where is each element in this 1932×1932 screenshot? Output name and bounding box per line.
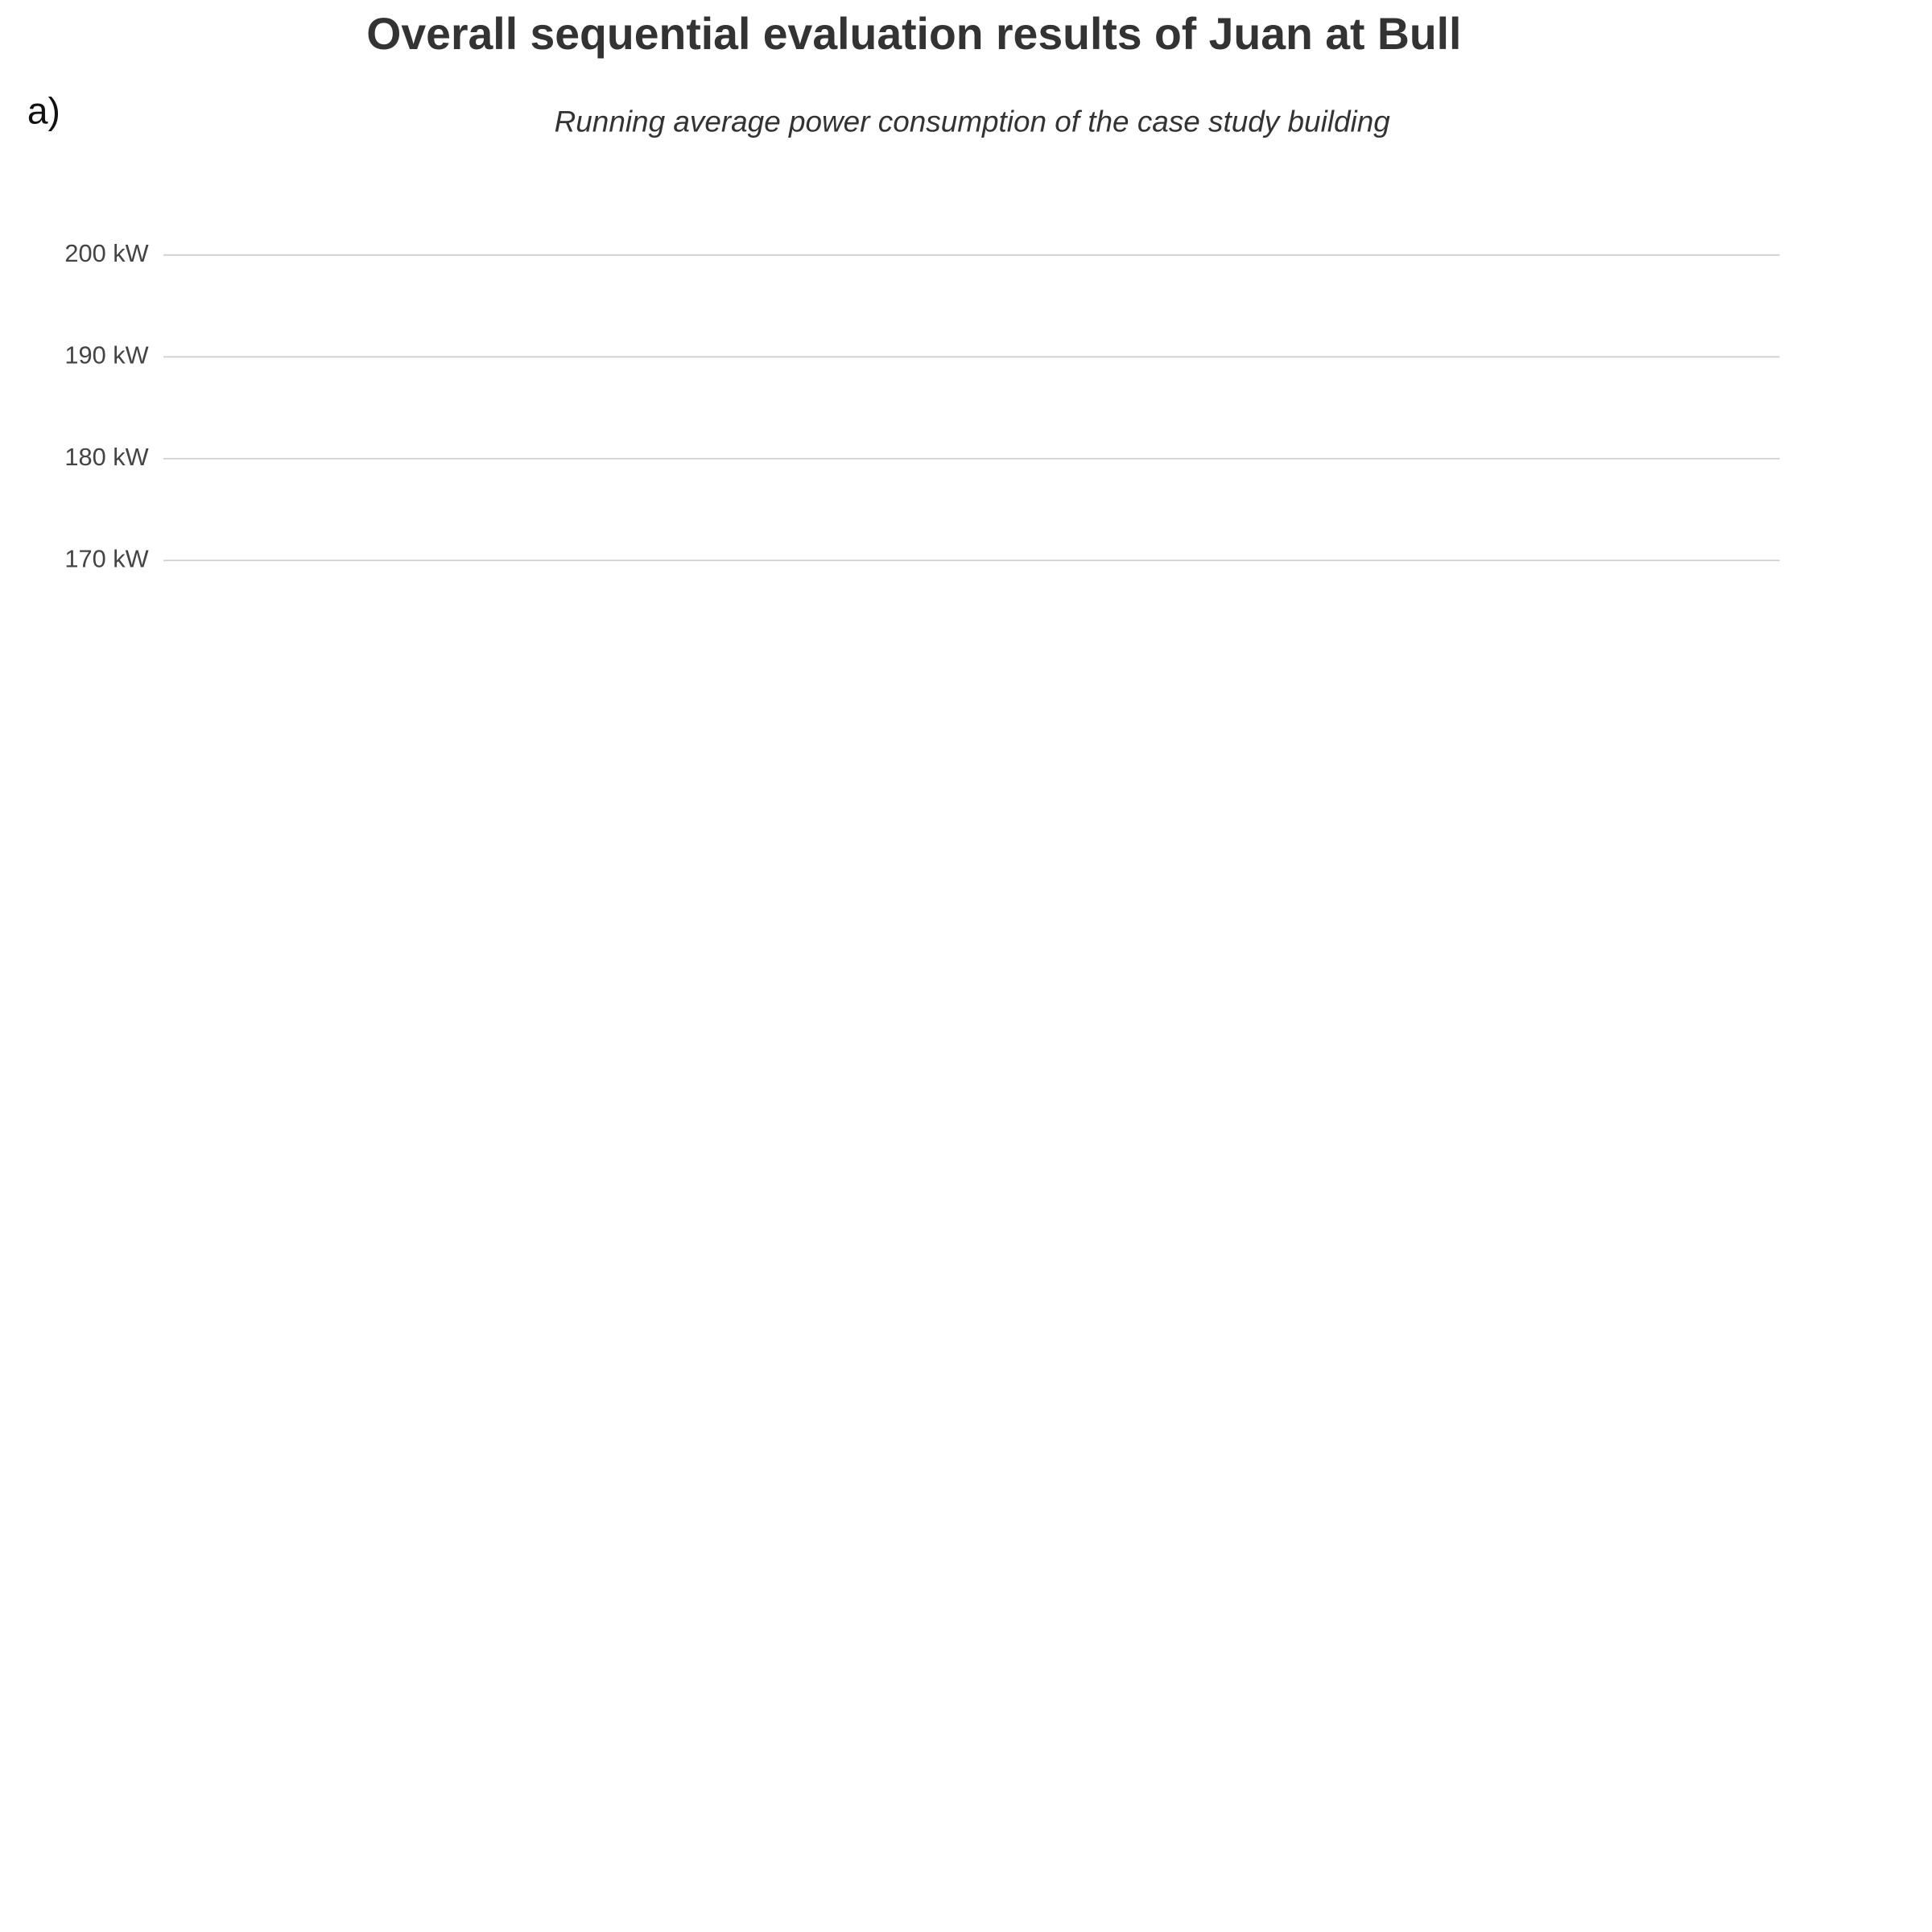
panel-label: a) [27, 90, 60, 132]
y-tick-label: 170 kW [64, 544, 148, 572]
figure-title: Overall sequential evaluation results of… [366, 9, 1461, 59]
chart-title: Running average power consumption of the… [555, 105, 1391, 138]
y-tick-label: 200 kW [64, 239, 148, 267]
y-tick-label: 190 kW [64, 341, 148, 369]
y-tick-label: 180 kW [64, 443, 148, 471]
